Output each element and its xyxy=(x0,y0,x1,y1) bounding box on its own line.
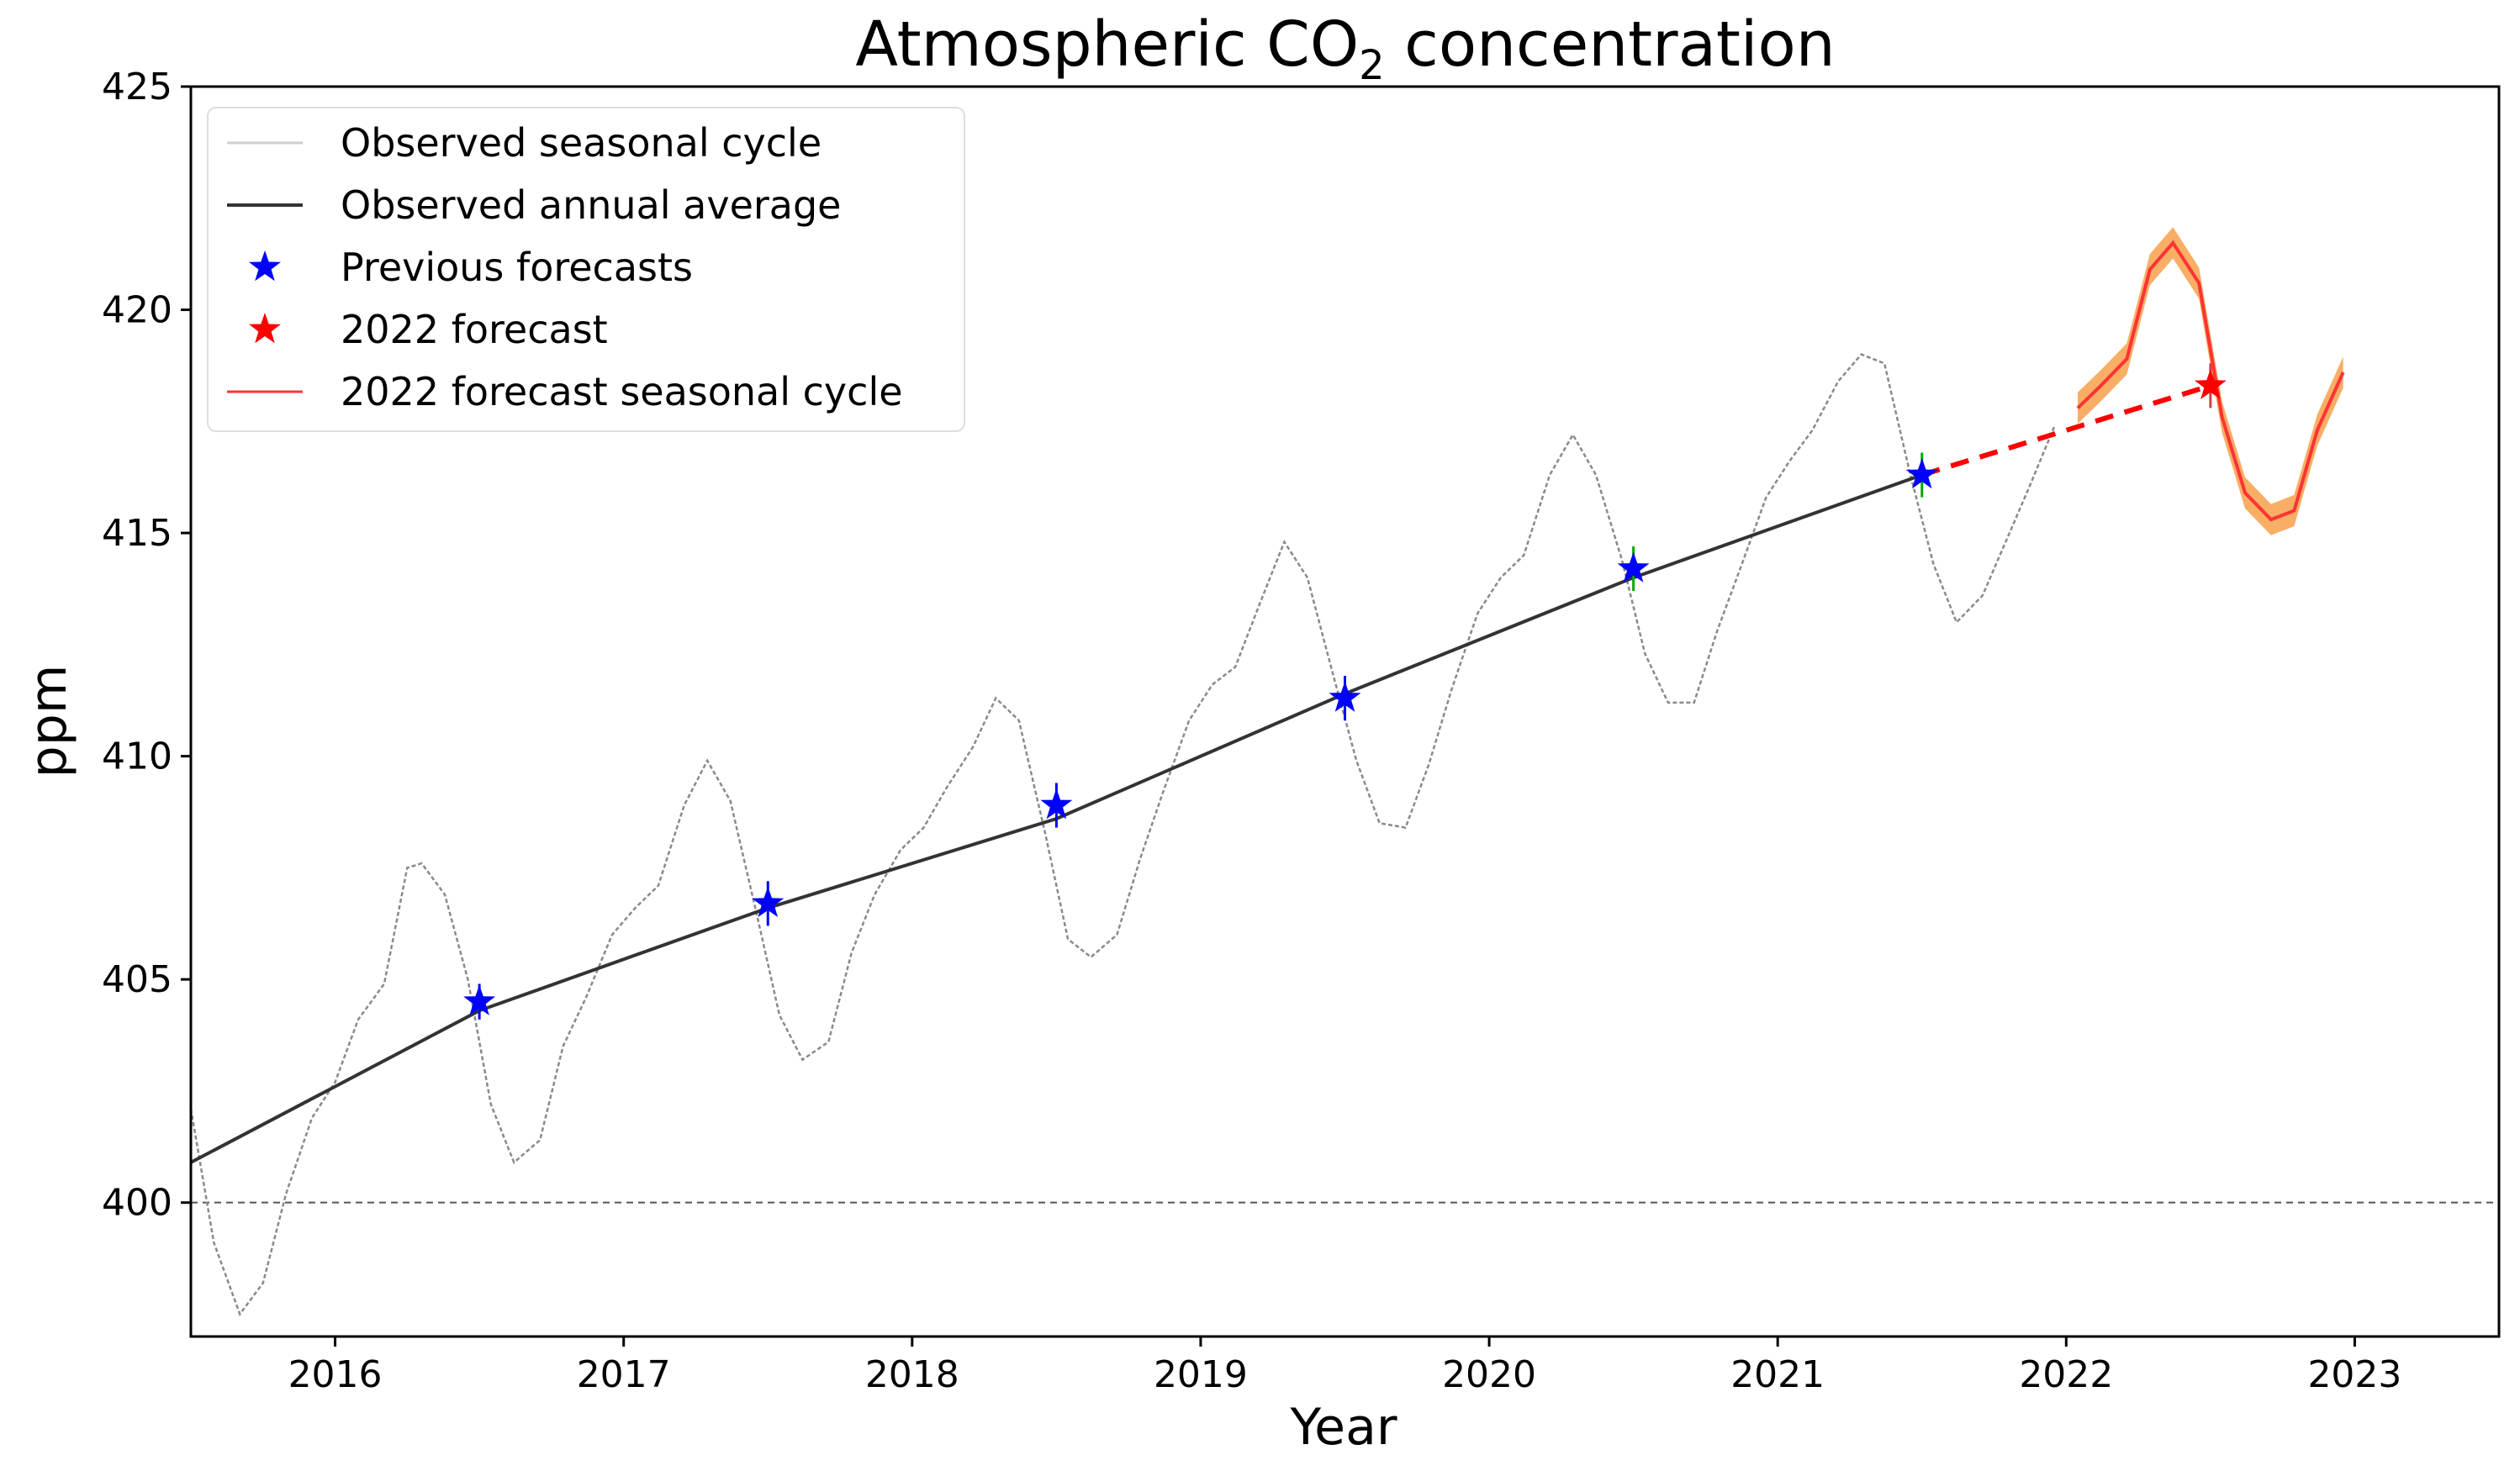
forecast-uncertainty-band xyxy=(2078,227,2343,535)
plot-frame xyxy=(189,85,2501,1338)
legend-label: 2022 forecast xyxy=(341,307,608,352)
x-axis-title: Year xyxy=(1289,1398,1397,1457)
legend-swatch-star xyxy=(249,250,281,282)
previous-forecast-star xyxy=(752,886,785,917)
x-tick-label: 2022 xyxy=(2019,1353,2113,1396)
x-tick-label: 2023 xyxy=(2307,1353,2401,1396)
y-tick-label: 405 xyxy=(102,958,172,1001)
legend-label: Previous forecasts xyxy=(341,245,693,290)
y-tick-label: 420 xyxy=(102,289,172,332)
y-tick-label: 415 xyxy=(102,512,172,555)
previous-forecast-star xyxy=(1617,551,1650,583)
legend-label: Observed annual average xyxy=(341,182,841,228)
y-tick-label: 400 xyxy=(102,1182,172,1225)
x-tick-label: 2017 xyxy=(577,1353,671,1396)
forecast-trend-line xyxy=(1920,382,2211,477)
y-axis-title: ppm xyxy=(19,665,78,778)
legend-label: 2022 forecast seasonal cycle xyxy=(341,369,903,414)
legend-swatch-star xyxy=(249,313,281,344)
chart-title: Atmospheric CO2 concentration xyxy=(855,8,1835,89)
x-tick-label: 2020 xyxy=(1442,1353,1536,1396)
previous-forecast-star xyxy=(463,984,496,1015)
legend-box xyxy=(207,107,965,432)
plot-area xyxy=(189,227,2499,1317)
forecast-seasonal-cycle-line xyxy=(2076,240,2345,522)
x-tick-label: 2021 xyxy=(1730,1353,1825,1396)
x-tick-label: 2016 xyxy=(288,1353,383,1396)
x-tick-label: 2019 xyxy=(1154,1353,1248,1396)
previous-forecast-star xyxy=(1905,458,1938,489)
previous-forecast-star xyxy=(1040,788,1073,820)
legend-label: Observed seasonal cycle xyxy=(341,120,822,166)
legend: Observed seasonal cycle Observed annual a… xyxy=(207,107,965,432)
axes: 400 405 410 415 420 425 2016 2017 2018 2019 2020 20… xyxy=(102,66,2401,1396)
x-tick-label: 2018 xyxy=(865,1353,959,1396)
observed-seasonal-cycle-line xyxy=(189,353,2056,1317)
y-tick-label: 425 xyxy=(102,66,172,108)
forecast-2022-star xyxy=(2194,368,2227,399)
y-tick-label: 410 xyxy=(102,736,172,778)
previous-forecast-star xyxy=(1329,681,1361,712)
